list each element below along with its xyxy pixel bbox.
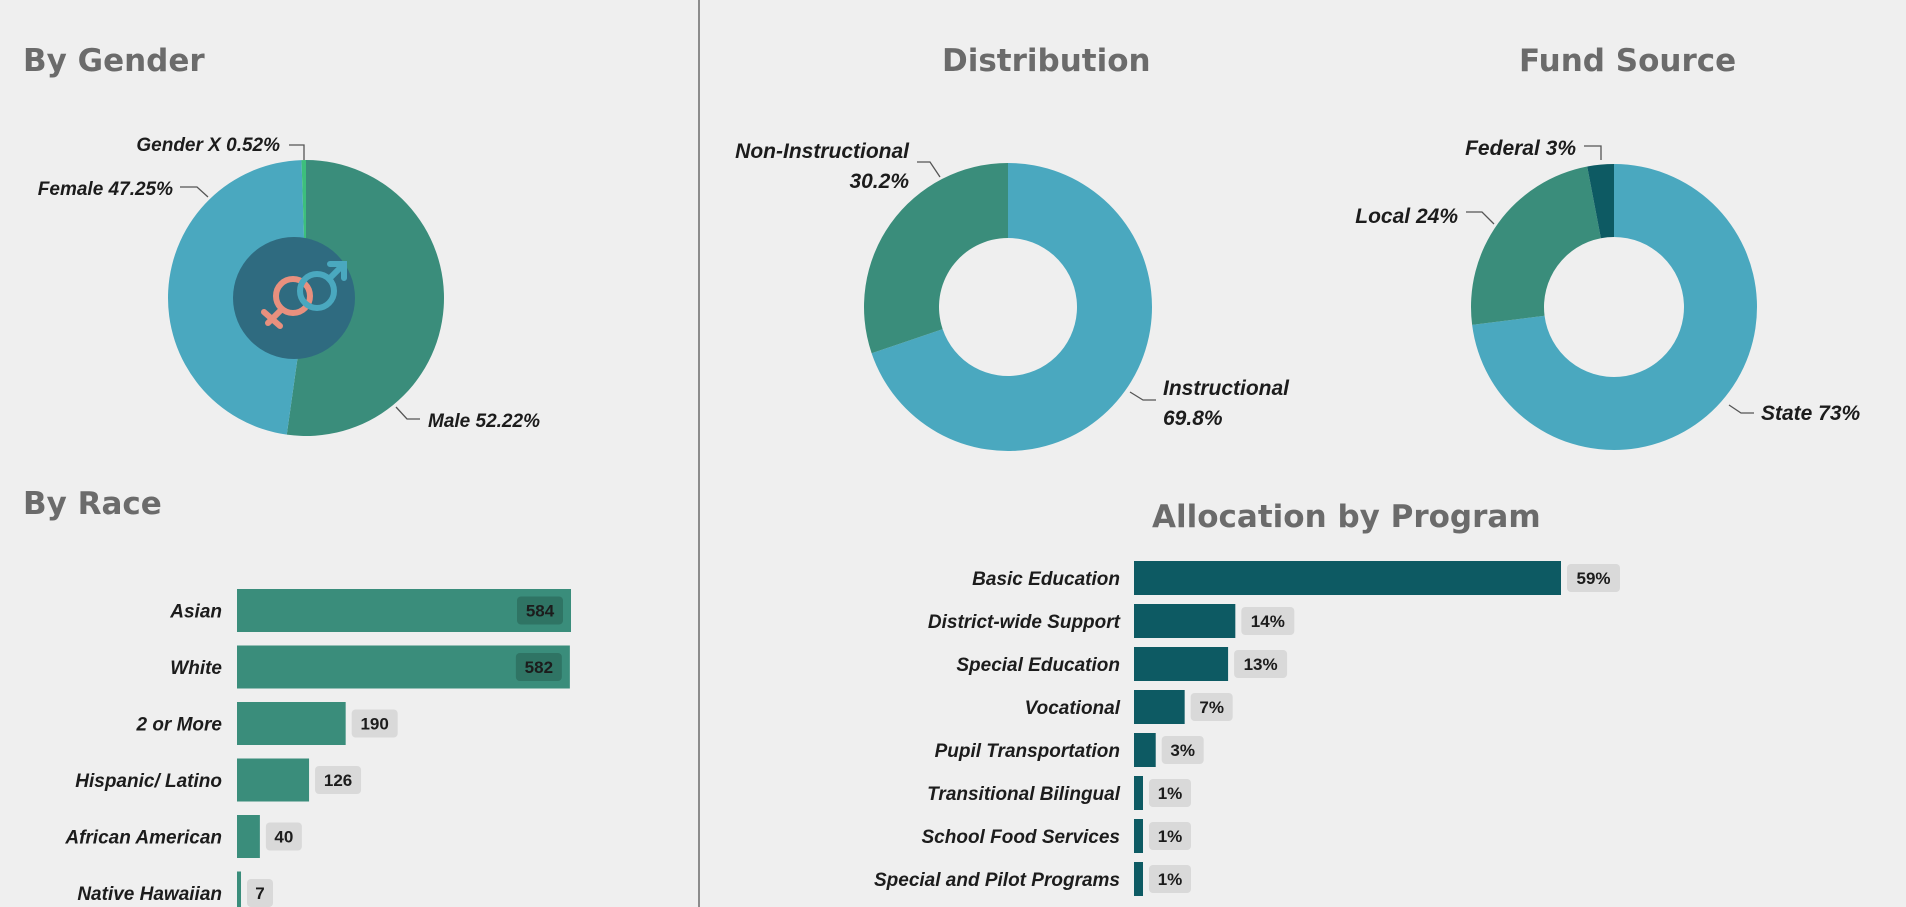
race-bar-asian (237, 589, 571, 632)
male-data-label: Male 52.22% (428, 411, 540, 432)
state-data-label: State 73% (1761, 402, 1861, 425)
gender-pie-chart: Male 52.22% Female 47.25% Gender X 0.52% (38, 135, 540, 436)
panel-divider (698, 0, 700, 907)
race-bar-chart: Asian 584 White 582 2 or More 190 Hispanic/ La… (64, 589, 571, 907)
instructional-leader-line (1129, 391, 1156, 401)
program-category-vocational: Vocational (1025, 698, 1121, 719)
program-value-badge-pupil-transportation (1161, 736, 1204, 764)
female-symbol-ring (273, 276, 313, 316)
race-bar-white (237, 645, 570, 689)
program-bar-vocational (1134, 690, 1185, 724)
distribution-donut-chart: Instructional 69.8% Non-Instructional 30.2% (735, 140, 1290, 452)
federal-leader-line (1584, 145, 1602, 160)
race-bar-native-hawaiian (237, 871, 242, 907)
local-data-label: Local 24% (1355, 205, 1458, 228)
program-bar-special-and-pilot-programs (1134, 862, 1143, 896)
program-value-special-and-pilot-programs: 1% (1158, 870, 1183, 889)
federal-slice (1587, 164, 1614, 239)
program-bar-transitional-bilingual (1134, 776, 1143, 810)
race-value-white: 582 (525, 658, 553, 677)
race-category-white: White (170, 658, 222, 679)
male-symbol-stem (326, 262, 346, 282)
program-value-special-education: 13% (1244, 655, 1278, 674)
program-value-basic-education: 59% (1576, 569, 1610, 588)
fund-source-donut-chart: State 73% Local 24% Federal 3% (1355, 137, 1861, 450)
race-category-native-hawaiian: Native Hawaiian (77, 884, 222, 905)
race-value-badge-white (515, 653, 562, 681)
program-value-badge-district-wide-support (1241, 607, 1295, 635)
race-value-asian: 584 (526, 602, 555, 621)
female-data-label: Female 47.25% (38, 179, 173, 200)
race-category-african-american: African American (64, 828, 222, 849)
state-slice (1472, 164, 1757, 450)
program-bar-chart: Basic Education 59% District-wide Support 1… (874, 561, 1620, 896)
race-value-badge-native-hawaiian (247, 879, 274, 907)
male-symbol-ring (297, 271, 337, 311)
non-instructional-label: Non-Instructional (735, 140, 910, 163)
program-category-special-and-pilot-programs: Special and Pilot Programs (874, 870, 1120, 891)
male-symbol-arrow (327, 261, 347, 281)
program-category-basic-education: Basic Education (972, 569, 1120, 590)
program-value-badge-school-food-services (1149, 822, 1191, 850)
non-instructional-leader-line (917, 161, 941, 178)
instructional-value: 69.8% (1163, 407, 1223, 430)
instructional-slice (871, 163, 1153, 452)
program-category-district-wide-support: District-wide Support (928, 612, 1121, 633)
program-value-badge-transitional-bilingual (1149, 779, 1191, 807)
male-leader-line (395, 406, 420, 420)
program-bar-basic-education (1134, 561, 1561, 595)
program-bar-district-wide-support (1134, 604, 1236, 638)
state-leader-line (1728, 404, 1754, 414)
gender-x-leader-line (289, 144, 305, 160)
female-symbol-bar (261, 309, 283, 329)
program-value-badge-special-and-pilot-programs (1149, 865, 1191, 893)
race-value-badge-2-or-more (351, 709, 398, 738)
fund-source-title: Fund Source (1519, 43, 1737, 79)
race-value-badge-asian (517, 596, 563, 625)
program-value-pupil-transportation: 3% (1170, 741, 1195, 760)
program-value-vocational: 7% (1199, 698, 1224, 717)
program-value-school-food-services: 1% (1158, 827, 1183, 846)
program-category-transitional-bilingual: Transitional Bilingual (927, 784, 1121, 805)
male-slice (286, 160, 444, 436)
program-bar-school-food-services (1134, 819, 1143, 853)
program-value-district-wide-support: 14% (1251, 612, 1285, 631)
program-category-school-food-services: School Food Services (922, 827, 1121, 848)
instructional-label: Instructional (1163, 377, 1290, 400)
program-value-badge-basic-education (1567, 564, 1620, 592)
race-bar-african-american (237, 815, 260, 858)
race-value-hispanic-latino: 126 (324, 771, 352, 790)
program-value-badge-special-education (1234, 650, 1288, 678)
local-leader-line (1466, 211, 1495, 225)
program-bar-special-education (1134, 647, 1229, 681)
program-bar-pupil-transportation (1134, 733, 1156, 767)
program-title: Allocation by Program (1152, 499, 1541, 535)
program-category-pupil-transportation: Pupil Transportation (935, 741, 1120, 762)
race-value-2-or-more: 190 (360, 715, 388, 734)
race-category-2-or-more: 2 or More (135, 715, 222, 736)
program-value-badge-vocational (1190, 693, 1233, 721)
race-bar-hispanic-latino (237, 758, 310, 802)
distribution-title: Distribution (942, 43, 1151, 79)
race-value-badge-african-american (265, 822, 302, 851)
federal-data-label: Federal 3% (1465, 137, 1576, 160)
race-value-african-american: 40 (274, 828, 293, 847)
race-bar-2-or-more (237, 702, 346, 745)
gender-center-disc (233, 237, 355, 359)
race-value-badge-hispanic-latino (315, 766, 362, 794)
non-instructional-value: 30.2% (849, 170, 909, 193)
female-leader-line (180, 186, 209, 198)
gender-symbols-icon (261, 261, 347, 329)
gender-title: By Gender (23, 43, 205, 79)
race-category-hispanic-latino: Hispanic/ Latino (75, 771, 222, 792)
race-title: By Race (23, 486, 162, 522)
non-instructional-slice (864, 163, 1008, 354)
local-slice (1471, 166, 1601, 325)
race-value-native-hawaiian: 7 (255, 884, 264, 903)
program-category-special-education: Special Education (956, 655, 1120, 676)
race-category-asian: Asian (169, 602, 222, 623)
program-value-transitional-bilingual: 1% (1158, 784, 1183, 803)
gender-x-data-label: Gender X 0.52% (136, 135, 280, 156)
